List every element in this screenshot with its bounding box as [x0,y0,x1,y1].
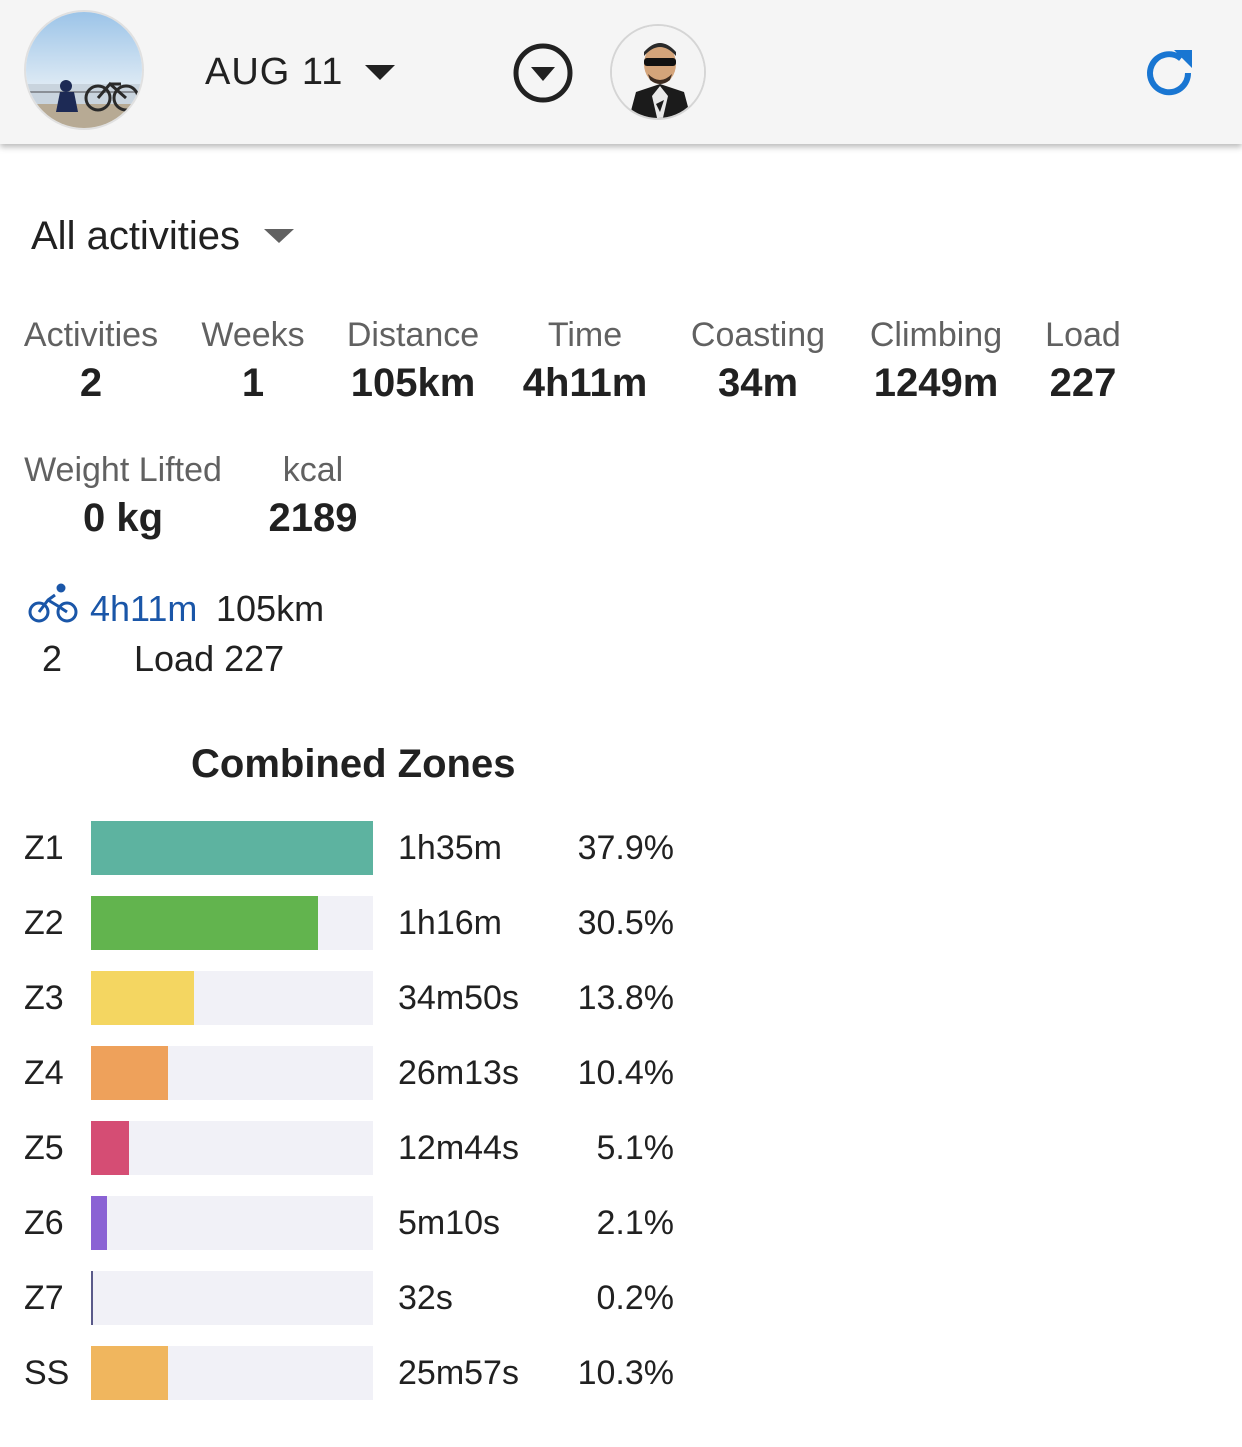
zone-bar-fill [91,1271,93,1325]
stat-distance: Distance 105km [340,316,486,406]
zone-name: Z2 [24,904,64,942]
zone-bar-track [91,896,373,950]
stat-value: 34m [717,361,799,405]
refresh-icon[interactable] [1140,44,1198,102]
stat-load: Load 227 [1038,316,1128,406]
stat-value: 1249m [873,361,999,405]
zones-title: Combined Zones [191,742,516,786]
stat-label: Weight Lifted [24,451,222,489]
zone-time: 1h35m [398,829,502,867]
zone-percent: 13.8% [577,979,674,1017]
zone-name: SS [24,1354,70,1392]
zone-bar-track [91,1271,373,1325]
zone-bar-fill [91,821,373,875]
zone-name: Z5 [24,1129,64,1167]
stat-value: 1 [241,361,265,405]
sport-load: Load 227 [134,638,285,679]
chevron-circle-down-icon[interactable] [512,42,574,104]
sport-distance: 105km [216,588,325,629]
stat-value: 2189 [268,496,358,540]
activity-filter-dropdown[interactable]: All activities [31,210,294,262]
zone-name: Z1 [24,829,64,867]
stat-value: 4h11m [522,361,648,405]
zone-percent: 5.1% [596,1129,675,1167]
zone-percent: 2.1% [596,1204,675,1242]
stat-label: Coasting [690,316,826,354]
zone-name: Z3 [24,979,64,1017]
sport-activity-count: 2 [42,638,63,679]
zone-row-z3: Z3 34m50s 13.8% [0,971,700,1025]
zone-bar-track [91,1346,373,1400]
dropdown-caret-icon [365,64,396,80]
zone-bar-fill [91,1046,168,1100]
bicycle-icon [28,583,78,623]
stat-label: Load [1045,316,1121,354]
zone-bar-track [91,821,373,875]
profile-avatar[interactable] [24,10,144,130]
sport-time-link[interactable]: 4h11m [90,588,198,629]
zone-time: 25m57s [398,1354,519,1392]
stat-value: 105km [350,361,476,405]
zone-bar-fill [91,1196,107,1250]
zone-row-z4: Z4 26m13s 10.4% [0,1046,700,1100]
zone-time: 34m50s [398,979,519,1017]
stat-coasting: Coasting 34m [684,316,832,406]
athlete-photo-image [612,26,704,118]
zone-bar-fill [91,971,194,1025]
zone-percent: 10.3% [577,1354,674,1392]
stat-label: Time [547,316,623,354]
zone-row-z6: Z6 5m10s 2.1% [0,1196,700,1250]
stat-value: 2 [79,361,103,405]
stat-value: 227 [1049,361,1117,405]
stat-weight-lifted: Weight Lifted 0 kg [16,451,230,541]
zone-time: 1h16m [398,904,502,942]
zone-row-z1: Z1 1h35m 37.9% [0,821,700,875]
stat-value: 0 kg [82,496,164,540]
stat-label: kcal [282,451,344,489]
zone-bar-fill [91,1121,129,1175]
stat-label: Distance [346,316,480,354]
zone-bar-track [91,1196,373,1250]
zone-bar-track [91,1121,373,1175]
zone-percent: 30.5% [577,904,674,942]
zone-name: Z7 [24,1279,64,1317]
stat-label: Weeks [201,316,305,354]
zone-name: Z4 [24,1054,64,1092]
zone-bar-fill [91,1346,168,1400]
stat-kcal: kcal 2189 [258,451,368,541]
athlete-avatar[interactable] [610,24,706,120]
zone-percent: 0.2% [596,1279,675,1317]
stat-weeks: Weeks 1 [200,316,306,406]
zone-row-z5: Z5 12m44s 5.1% [0,1121,700,1175]
stat-activities: Activities 2 [18,316,164,406]
zone-time: 5m10s [398,1204,501,1242]
top-app-bar: AUG 11 [0,0,1242,144]
zone-row-z2: Z2 1h16m 30.5% [0,896,700,950]
date-label: AUG 11 [205,50,344,93]
zone-time: 26m13s [398,1054,519,1092]
zone-percent: 10.4% [577,1054,674,1092]
stat-label: Climbing [869,316,1003,354]
stat-time: Time 4h11m [514,316,656,406]
zone-bar-fill [91,896,318,950]
zone-row-z7: Z7 32s 0.2% [0,1271,700,1325]
zone-bar-track [91,1046,373,1100]
cyclist-photo-image [26,12,142,128]
activity-filter-label: All activities [31,213,240,258]
zone-time: 32s [398,1279,453,1317]
stat-label: Activities [23,316,159,354]
dropdown-caret-icon [263,229,294,243]
zone-percent: 37.9% [577,829,674,867]
zone-name: Z6 [24,1204,64,1242]
zone-time: 12m44s [398,1129,519,1167]
date-selector[interactable]: AUG 11 [205,48,396,96]
stat-climbing: Climbing 1249m [862,316,1010,406]
zone-bar-track [91,971,373,1025]
zone-row-ss: SS 25m57s 10.3% [0,1346,700,1400]
